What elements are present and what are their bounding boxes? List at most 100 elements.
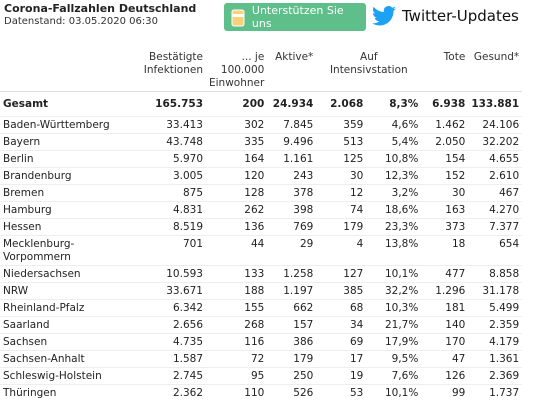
state-row: Brandenburg 3.005 120 243 30 12,3% 152 2.610 [0,167,523,185]
cell: 3,2% [366,184,422,202]
cell: 32.202 [468,133,523,151]
cell: 19 [316,367,367,385]
cell: 17,9% [366,333,422,351]
state-row: Berlin 5.970 164 1.161 125 10,8% 154 4.655 [0,150,523,168]
cell: 2.656 [136,316,206,334]
cell: 654 [468,235,523,266]
cell: 10,3% [366,299,422,317]
cell: 32,2% [366,282,422,300]
state-row: Bremen 875 128 378 12 3,2% 30 467 [0,184,523,202]
cell: 74 [316,201,367,219]
cell: 2.359 [468,316,523,334]
cell: Thüringen [0,384,136,401]
cell: 140 [421,316,469,334]
column-header: Gesund* [473,51,520,63]
state-row: Bayern 43.748 335 9.496 513 5,4% 2.050 32.202 [0,133,523,151]
cell: Hessen [0,218,136,236]
cell: 4,6% [366,116,422,134]
total-cell: 6.938 [421,91,469,117]
cell: 4.735 [136,333,206,351]
cell: 21,7% [366,316,422,334]
cell: Saarland [0,316,136,334]
cell: 164 [206,150,268,168]
cell: 2.362 [136,384,206,401]
twitter-link[interactable]: Twitter-Updates [372,6,519,26]
cell: 5.499 [468,299,523,317]
state-row: Sachsen 4.735 116 386 69 17,9% 170 4.179 [0,333,523,351]
cell: 373 [421,218,469,236]
cell: Berlin [0,150,136,168]
state-row: Sachsen-Anhalt 1.587 72 179 17 9,5% 47 1.361 [0,350,523,368]
cell: 29 [267,235,317,266]
support-button[interactable]: Unterstützen Sie uns [224,3,366,31]
column-header: ... je 100.000 Einwohner [209,51,265,89]
total-cell: Gesamt [0,91,136,117]
cell: 1.258 [267,265,317,283]
cell: 170 [421,333,469,351]
cell: 152 [421,167,469,185]
case-table: Bestätigte Infektionen... je 100.000 Ein… [0,50,523,401]
cell: Baden-Württemberg [0,116,136,134]
cell: Brandenburg [0,167,136,185]
column-header: Tote [443,51,466,63]
total-row: Gesamt 165.753 200 24.934 2.068 8,3% 6.938 133.… [0,91,523,117]
cell: 701 [136,235,206,266]
cell: 1.587 [136,350,206,368]
cell: 179 [316,218,367,236]
cell: Schleswig-Holstein [0,367,136,385]
column-header: Aktive* [275,51,314,63]
cell: 1.737 [468,384,523,401]
cell: Bremen [0,184,136,202]
cell: 10.593 [136,265,206,283]
state-row: Baden-Württemberg 33.413 302 7.845 359 4,6% 1.… [0,116,523,134]
total-cell: 133.881 [468,91,523,117]
state-row: Schleswig-Holstein 2.745 95 250 19 7,6% 126 2.3… [0,367,523,385]
cell: 378 [267,184,317,202]
cell: 7.377 [468,218,523,236]
cell: 13,8% [366,235,422,266]
cell: 30 [421,184,469,202]
cell: 4.270 [468,201,523,219]
state-row: Saarland 2.656 268 157 34 21,7% 140 2.359 [0,316,523,334]
cell: 8.519 [136,218,206,236]
cell: 72 [206,350,268,368]
cell: 10,1% [366,384,422,401]
cell: 2.745 [136,367,206,385]
cell: Mecklenburg-Vorpommern [0,235,136,266]
state-row: Niedersachsen 10.593 133 1.258 127 10,1% 477 8.… [0,265,523,283]
total-cell: 165.753 [136,91,206,117]
cell: 262 [206,201,268,219]
state-row: Hessen 8.519 136 769 179 23,3% 373 7.377 [0,218,523,236]
total-cell: 8,3% [366,91,422,117]
column-header: Bestätigte Infektionen [143,51,203,76]
state-row: Thüringen 2.362 110 526 53 10,1% 99 1.737 [0,384,523,401]
cell: 157 [267,316,317,334]
header-cell [0,50,136,92]
cell: 769 [267,218,317,236]
cell: 33.413 [136,116,206,134]
cell: 43.748 [136,133,206,151]
cell: 1.197 [267,282,317,300]
cell: 2.369 [468,367,523,385]
cell: 8.858 [468,265,523,283]
cell: Rheinland-Pfalz [0,299,136,317]
cell: 47 [421,350,469,368]
cell: 4.179 [468,333,523,351]
cell: 1.161 [267,150,317,168]
cell: 398 [267,201,317,219]
cell: 467 [468,184,523,202]
cell: 9.496 [267,133,317,151]
cell: 335 [206,133,268,151]
cup-icon [231,9,245,27]
cell: 68 [316,299,367,317]
cell: 30 [316,167,367,185]
cell: 18 [421,235,469,266]
cell: Niedersachsen [0,265,136,283]
cell: 12,3% [366,167,422,185]
cell: 3.005 [136,167,206,185]
cell: 5.970 [136,150,206,168]
cell: 243 [267,167,317,185]
cell: 127 [316,265,367,283]
cell: 1.296 [421,282,469,300]
twitter-icon [372,6,396,26]
